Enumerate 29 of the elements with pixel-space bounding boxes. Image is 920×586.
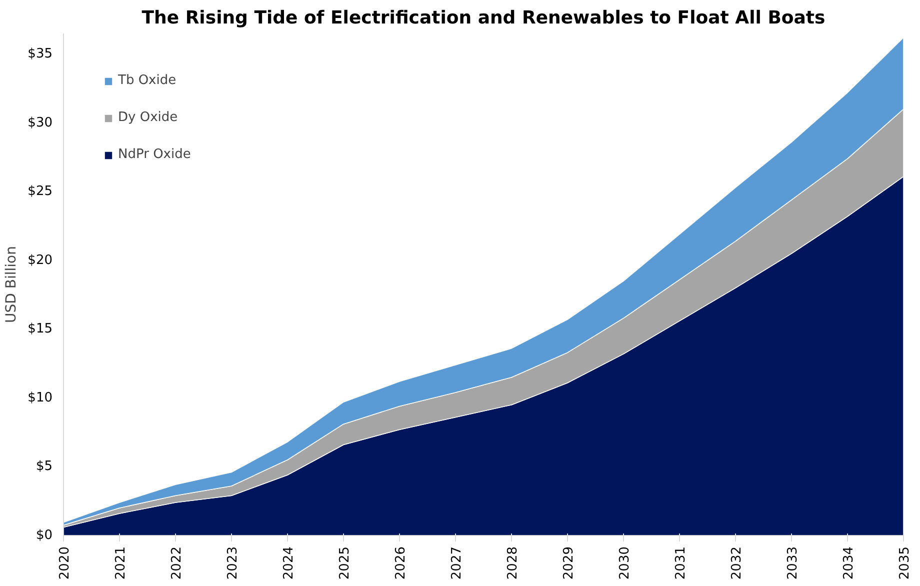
x-tick-label: 2029: [562, 546, 576, 580]
x-tick-label: 2024: [282, 546, 296, 580]
x-tick-label: 2034: [842, 546, 856, 580]
legend-label: Tb Oxide: [118, 73, 176, 88]
x-tick-label: 2027: [450, 546, 464, 580]
y-tick-label: $20: [28, 252, 53, 268]
x-tick-label: 2020: [58, 546, 72, 580]
x-tick-label: 2026: [394, 546, 408, 580]
x-tick-label: 2030: [618, 546, 632, 580]
y-tick-label: $25: [28, 184, 53, 200]
x-tick-label: 2035: [898, 546, 912, 580]
y-tick-label: $0: [36, 528, 53, 543]
legend-label: NdPr Oxide: [118, 147, 191, 162]
x-tick-label: 2022: [170, 546, 184, 580]
legend-label: Dy Oxide: [118, 110, 178, 125]
x-tick-label: 2021: [114, 546, 128, 580]
x-tick-label: 2031: [674, 546, 688, 580]
y-axis-title: USD Billion: [4, 246, 20, 323]
x-tick-label: 2032: [730, 546, 744, 580]
x-tick-label: 2025: [338, 546, 352, 580]
y-tick-label: $35: [28, 46, 53, 62]
x-tick-label: 2023: [226, 546, 240, 580]
y-tick-label: $15: [28, 322, 53, 337]
y-tick-label: $30: [28, 115, 53, 130]
chart-title: The Rising Tide of Electrification and Renewables to Float All Boats: [142, 8, 826, 28]
x-tick-label: 2028: [506, 546, 520, 580]
y-tick-label: $5: [36, 459, 53, 474]
x-tick-label: 2033: [786, 546, 800, 580]
y-tick-label: $10: [28, 390, 53, 406]
